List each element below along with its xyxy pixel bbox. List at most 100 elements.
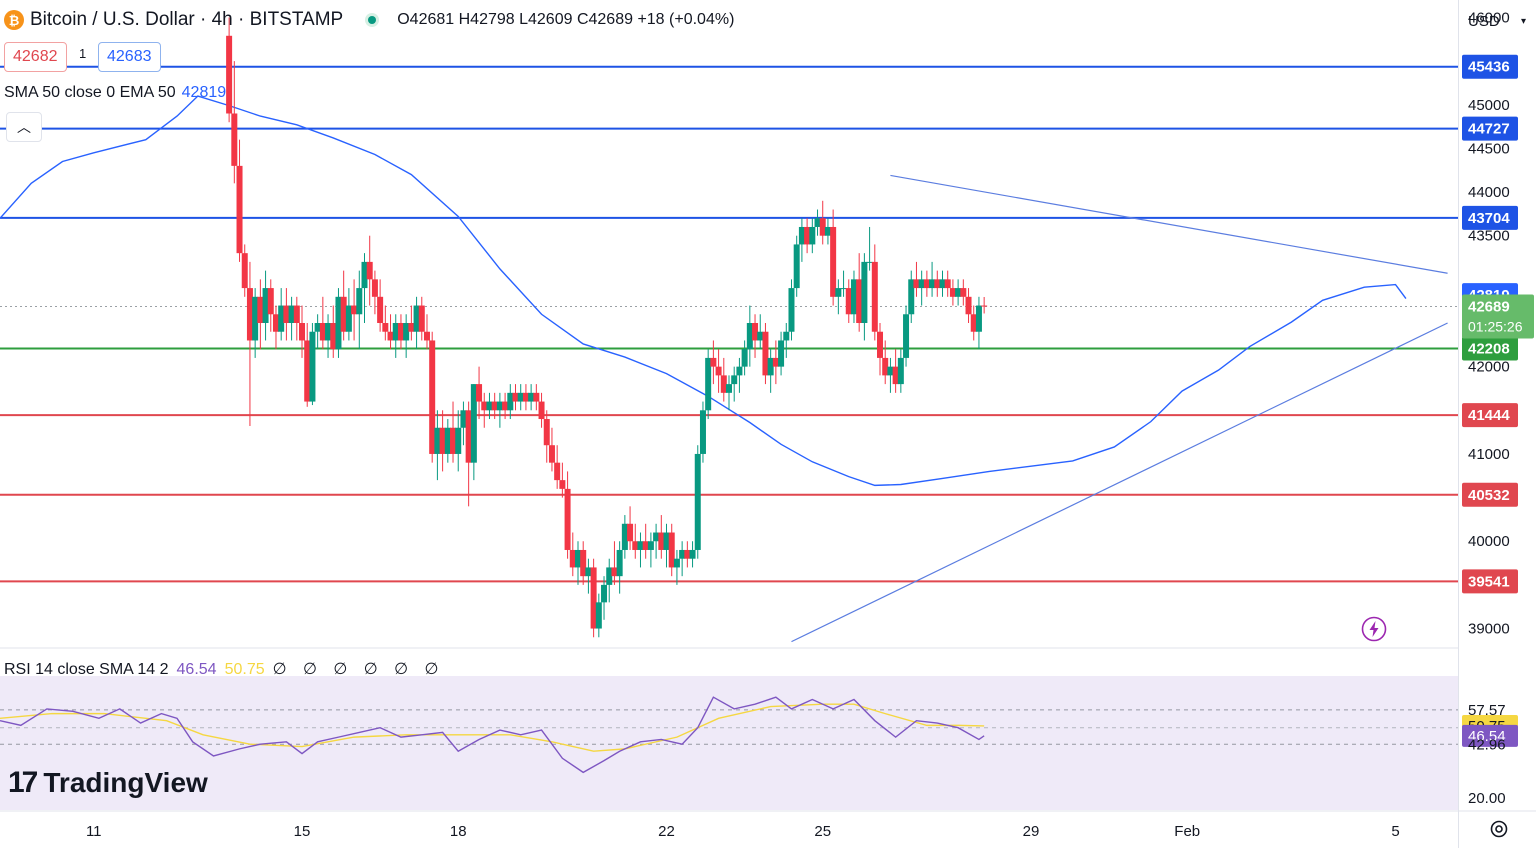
currency-selector[interactable]: USD ▾ bbox=[1462, 8, 1532, 34]
price-tag-label: 40532 bbox=[1468, 487, 1510, 504]
candle-body bbox=[965, 296, 972, 315]
candle bbox=[804, 218, 811, 254]
candle-body bbox=[272, 314, 279, 332]
candle bbox=[694, 445, 701, 559]
candle bbox=[382, 305, 389, 341]
x-tick-label: Feb bbox=[1174, 823, 1200, 840]
candle bbox=[418, 296, 425, 341]
candle bbox=[877, 323, 884, 376]
ma-legend[interactable]: SMA 50 close 0 EMA 50 42819 bbox=[4, 84, 226, 102]
candle-body bbox=[642, 541, 649, 550]
x-tick-label: 22 bbox=[658, 823, 675, 840]
candle bbox=[366, 235, 373, 306]
candle bbox=[814, 209, 821, 236]
lightning-icon[interactable] bbox=[1361, 616, 1387, 642]
candle bbox=[460, 401, 467, 446]
candle bbox=[512, 384, 519, 411]
candle-body bbox=[465, 410, 472, 463]
price-tag: 44727 bbox=[1462, 116, 1518, 141]
x-tick-label: 18 bbox=[450, 823, 467, 840]
candle bbox=[741, 340, 748, 376]
candle bbox=[450, 401, 457, 463]
candle bbox=[528, 384, 535, 411]
collapse-legend-button[interactable]: ︿ bbox=[6, 112, 42, 142]
candle bbox=[246, 261, 253, 427]
candle-body bbox=[705, 357, 712, 411]
candle bbox=[595, 593, 602, 638]
price-tag: 39541 bbox=[1462, 569, 1518, 594]
candle-body bbox=[351, 305, 358, 315]
candle bbox=[351, 279, 358, 341]
candle-body bbox=[871, 261, 878, 332]
candle-body bbox=[783, 331, 790, 341]
candle bbox=[486, 392, 493, 420]
candle-body bbox=[757, 331, 764, 341]
currency-label: USD bbox=[1468, 12, 1500, 30]
candle-body bbox=[486, 401, 493, 411]
candle-body bbox=[767, 357, 774, 376]
rsi-sma-legend-value: 50.75 bbox=[224, 661, 265, 678]
candle-body bbox=[476, 384, 483, 402]
candle bbox=[929, 261, 936, 297]
candle bbox=[267, 279, 274, 332]
candle-body bbox=[949, 288, 956, 297]
chevron-up-icon: ︿ bbox=[17, 119, 31, 135]
rsi-legend[interactable]: RSI 14 close SMA 14 2 46.54 50.75 ∅ ∅ ∅ ∅ ∅… bbox=[4, 659, 444, 679]
candle-body bbox=[981, 305, 988, 307]
candle bbox=[543, 410, 550, 463]
candle-body bbox=[736, 366, 743, 376]
candle bbox=[293, 296, 300, 341]
candle-body bbox=[543, 419, 550, 446]
candle bbox=[923, 270, 930, 297]
candle bbox=[616, 541, 623, 594]
candle bbox=[272, 305, 279, 350]
candle-body bbox=[418, 305, 425, 332]
candle-body bbox=[283, 305, 290, 323]
symbol-title[interactable]: Bitcoin / U.S. Dollar · 4h · BITSTAMP bbox=[30, 9, 344, 30]
candle-body bbox=[267, 288, 274, 315]
candle bbox=[304, 323, 311, 407]
candle-body bbox=[866, 261, 873, 263]
candle bbox=[278, 288, 285, 341]
candle-body bbox=[423, 331, 430, 341]
candle-body bbox=[845, 288, 852, 315]
tradingview-logo[interactable]: 17 TradingView bbox=[8, 766, 208, 800]
candle bbox=[397, 314, 404, 350]
candle bbox=[569, 532, 576, 577]
candle-body bbox=[502, 401, 509, 411]
candle-body bbox=[601, 584, 608, 603]
candle bbox=[798, 218, 805, 262]
candle bbox=[637, 532, 644, 568]
candle bbox=[496, 392, 503, 428]
candle-body bbox=[439, 427, 446, 454]
sell-price-button[interactable]: 42682 bbox=[4, 42, 67, 72]
gear-icon[interactable] bbox=[1488, 818, 1510, 840]
candle bbox=[314, 314, 321, 350]
candle bbox=[757, 314, 764, 350]
tradingview-logo-text: TradingView bbox=[43, 767, 208, 798]
candle bbox=[824, 218, 831, 245]
y-tick-label: 39000 bbox=[1468, 621, 1510, 638]
candle bbox=[689, 541, 696, 568]
candle-body bbox=[340, 296, 347, 332]
candle bbox=[699, 401, 706, 463]
candle-body bbox=[564, 488, 571, 550]
candle bbox=[715, 349, 722, 393]
candle bbox=[850, 270, 857, 323]
candle bbox=[627, 506, 634, 550]
price-tag-label: 42689 bbox=[1468, 299, 1510, 316]
candle-body bbox=[861, 261, 868, 323]
candle-body bbox=[595, 602, 602, 629]
candle bbox=[231, 61, 238, 184]
chevron-down-icon: ▾ bbox=[1520, 15, 1526, 27]
candle-body bbox=[621, 523, 628, 550]
tradingview-logo-icon: 17 bbox=[8, 766, 38, 799]
buy-price-button[interactable]: 42683 bbox=[98, 42, 161, 72]
candle bbox=[819, 200, 826, 245]
candle-body bbox=[877, 331, 884, 358]
candle-body bbox=[580, 549, 587, 577]
candle-body bbox=[903, 314, 910, 358]
candle-body bbox=[460, 410, 467, 428]
candle-body bbox=[226, 35, 233, 114]
